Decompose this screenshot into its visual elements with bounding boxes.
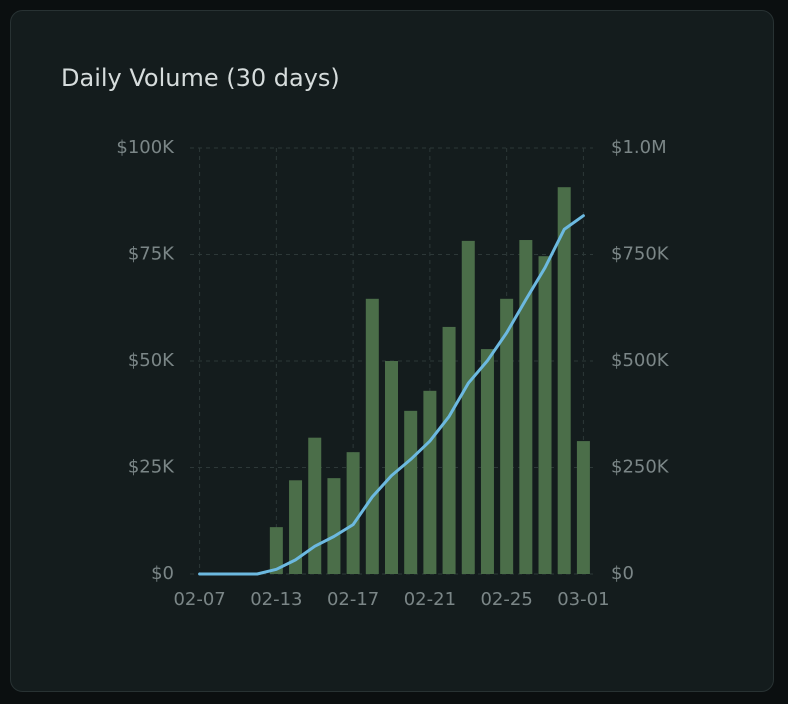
bar [365, 298, 379, 574]
y2-tick-label: $750K [611, 244, 670, 265]
y-tick-label: $75K [128, 244, 175, 265]
y2-tick-label: $250K [611, 457, 670, 478]
y2-tick-label: $0 [611, 563, 634, 584]
bar [461, 240, 475, 575]
bar [576, 441, 590, 574]
bar [538, 256, 552, 574]
y-tick-label: $100K [116, 137, 175, 158]
chart-title: Daily Volume (30 days) [61, 64, 340, 92]
bar [308, 437, 322, 574]
line [198, 214, 585, 576]
bar [289, 480, 303, 574]
bar [442, 326, 456, 574]
x-tick-label: 02-21 [404, 589, 456, 610]
bar [423, 390, 437, 574]
y2-tick-label: $500K [611, 350, 670, 371]
bar [480, 349, 494, 574]
x-tick-label: 02-07 [173, 589, 225, 610]
bar [385, 361, 398, 574]
x-tick-label: 02-25 [480, 589, 532, 610]
y-tick-label: $25K [128, 457, 175, 478]
x-tick-label: 02-13 [250, 589, 302, 610]
x-tick-label: 02-17 [327, 589, 379, 610]
y-tick-label: $50K [128, 350, 175, 371]
y2-tick-label: $1.0M [611, 137, 667, 158]
x-tick-label: 03-01 [557, 589, 609, 610]
bar [500, 298, 514, 574]
y-tick-label: $0 [151, 563, 174, 584]
bar [519, 240, 533, 575]
bar [404, 410, 418, 574]
bar [557, 187, 571, 574]
bar [346, 452, 360, 574]
bar [269, 527, 283, 574]
bar [327, 478, 341, 574]
